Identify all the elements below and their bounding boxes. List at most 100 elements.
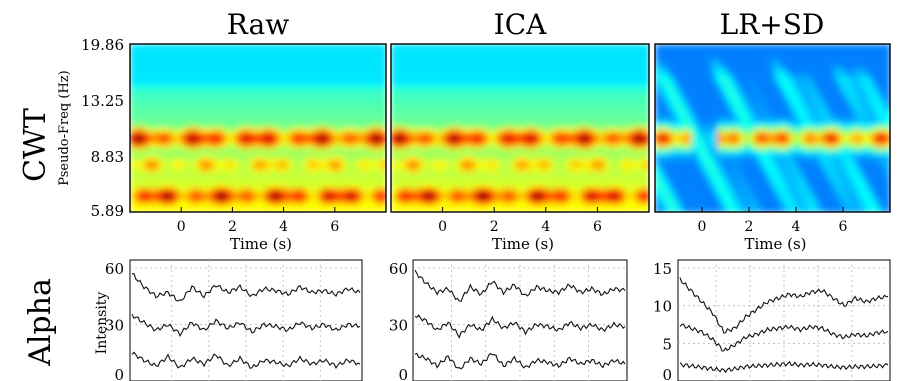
heatmap-cell (362, 124, 367, 129)
heatmap-cell (282, 132, 287, 137)
heatmap-cell (134, 192, 139, 197)
heatmap-cell (403, 136, 408, 141)
heatmap-cell (294, 176, 299, 181)
heatmap-cell (218, 168, 223, 173)
heatmap-cell (290, 200, 295, 205)
heatmap-cell (274, 56, 279, 61)
heatmap-cell (479, 84, 485, 89)
heatmap-cell (487, 68, 493, 73)
heatmap-cell (612, 72, 618, 77)
heatmap-cell (334, 100, 339, 105)
heatmap-cell (130, 112, 135, 117)
heatmap-cell (378, 56, 383, 61)
heatmap-cell (515, 108, 521, 113)
heatmap-cell (624, 60, 630, 65)
heatmap-cell (210, 128, 215, 133)
heatmap-cell (564, 60, 570, 65)
heatmap-cell (294, 204, 299, 209)
heatmap-cell (206, 44, 211, 49)
heatmap-cell (560, 112, 566, 117)
heatmap-cell (435, 56, 441, 61)
heatmap-cell (495, 56, 501, 61)
heatmap-cell (475, 120, 481, 125)
heatmap-cell (174, 136, 179, 141)
heatmap-cell (186, 208, 191, 212)
heatmap-cell (447, 44, 453, 49)
heatmap-cell (455, 112, 461, 117)
heatmap-cell (491, 96, 497, 101)
heatmap-cell (326, 188, 331, 193)
heatmap-cell (471, 48, 477, 53)
heatmap-cell (218, 152, 223, 157)
heatmap-cell (326, 208, 331, 212)
heatmap-cell (378, 128, 383, 133)
heatmap-cell (278, 188, 283, 193)
heatmap-cell (475, 108, 481, 113)
heatmap-cell (600, 84, 606, 89)
heatmap-cell (314, 96, 319, 101)
heatmap-cell (330, 120, 335, 125)
heatmap-cell (483, 72, 489, 77)
heatmap-cell (182, 56, 187, 61)
heatmap-cell (230, 88, 235, 93)
heatmap-cell (511, 144, 517, 149)
heatmap-cell (150, 168, 155, 173)
heatmap-cell (624, 56, 630, 61)
heatmap-cell (134, 104, 139, 109)
heatmap-cell (326, 60, 331, 65)
heatmap-cell (431, 84, 437, 89)
heatmap-cell (334, 188, 339, 193)
heatmap-cell (154, 136, 159, 141)
heatmap-cell (507, 96, 513, 101)
heatmap-cell (411, 108, 416, 113)
heatmap-cell (258, 92, 263, 97)
heatmap-cell (142, 108, 147, 113)
heatmap-cell (580, 156, 586, 161)
heatmap-cell (182, 132, 187, 137)
heatmap-cell (238, 68, 243, 73)
heatmap-cell (479, 100, 485, 105)
heatmap-cell (314, 56, 319, 61)
heatmap-cell (142, 156, 147, 161)
heatmap-cell (242, 140, 247, 145)
heatmap-cell (540, 120, 545, 125)
heatmap-cell (134, 172, 139, 177)
heatmap-cell (206, 68, 211, 73)
heatmap-cell (471, 184, 477, 189)
heatmap-cell (346, 144, 351, 149)
heatmap-cell (214, 160, 219, 165)
heatmap-cell (334, 128, 339, 133)
heatmap-cell (431, 68, 437, 73)
heatmap-cell (524, 152, 529, 157)
heatmap-cell (552, 180, 558, 185)
heatmap-cell (640, 88, 646, 93)
heatmap-cell (154, 116, 159, 121)
heatmap-cell (463, 88, 469, 93)
heatmap-cell (511, 72, 517, 77)
heatmap-cell (202, 76, 207, 81)
heatmap-cell (475, 44, 481, 49)
heatmap-cell (374, 100, 379, 105)
heatmap-cell (338, 132, 343, 137)
heatmap-cell (616, 100, 622, 105)
heatmap-cell (202, 64, 207, 69)
heatmap-cell (471, 164, 477, 169)
heatmap-cell (644, 52, 649, 57)
heatmap-cell (419, 164, 425, 169)
heatmap-cell (206, 128, 211, 133)
heatmap-cell (511, 184, 517, 189)
heatmap-cell (439, 172, 445, 177)
heatmap-cell (370, 204, 375, 209)
heatmap-cell (475, 96, 481, 101)
heatmap-cell (154, 160, 159, 165)
heatmap-cell (146, 64, 151, 69)
heatmap-cell (612, 84, 618, 89)
heatmap-cell (334, 124, 339, 129)
heatmap-cell (254, 208, 259, 212)
heatmap-cell (226, 88, 231, 93)
heatmap-cell (370, 120, 375, 125)
heatmap-cell (266, 148, 271, 153)
heatmap-cell (190, 80, 195, 85)
heatmap-cell (520, 140, 525, 145)
heatmap-cell (608, 68, 614, 73)
